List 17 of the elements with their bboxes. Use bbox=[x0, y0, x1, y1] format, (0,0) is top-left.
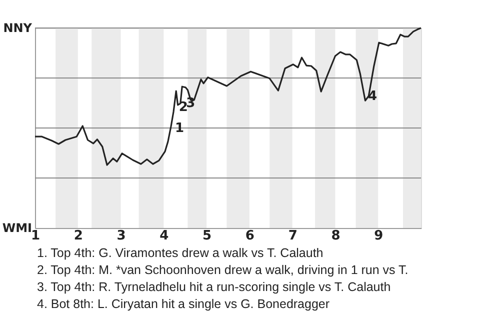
text: NNY bbox=[3, 21, 32, 35]
x-tick-label: 8 bbox=[331, 228, 340, 244]
x-tick-label: 6 bbox=[245, 228, 254, 244]
text: 4. Bot 8th: L. Ciryatan hit a single vs G. Bonedragger bbox=[37, 297, 330, 311]
text: WMI bbox=[2, 221, 32, 235]
x-tick-label: 5 bbox=[202, 228, 212, 244]
x-tick-label: 2 bbox=[74, 228, 83, 244]
text: 1. Top 4th: G. Viramontes drew a walk vs T. Calauth bbox=[37, 246, 324, 260]
x-tick-label: 3 bbox=[116, 228, 126, 244]
text: 3. Top 4th: R. Tyrneladhelu hit a run-scoring single vs T. Calauth bbox=[37, 280, 391, 294]
annotation: 1 bbox=[174, 121, 184, 136]
x-tick-label: 9 bbox=[374, 228, 384, 244]
x-tick-label: 4 bbox=[160, 228, 169, 244]
x-tick-label: 1 bbox=[30, 228, 40, 244]
x-tick-label: 7 bbox=[288, 228, 298, 244]
annotation: 4 bbox=[368, 89, 378, 104]
text: 2. Top 4th: M. *van Schoonhoven drew a walk, driving in 1 run vs T. bbox=[37, 263, 408, 277]
